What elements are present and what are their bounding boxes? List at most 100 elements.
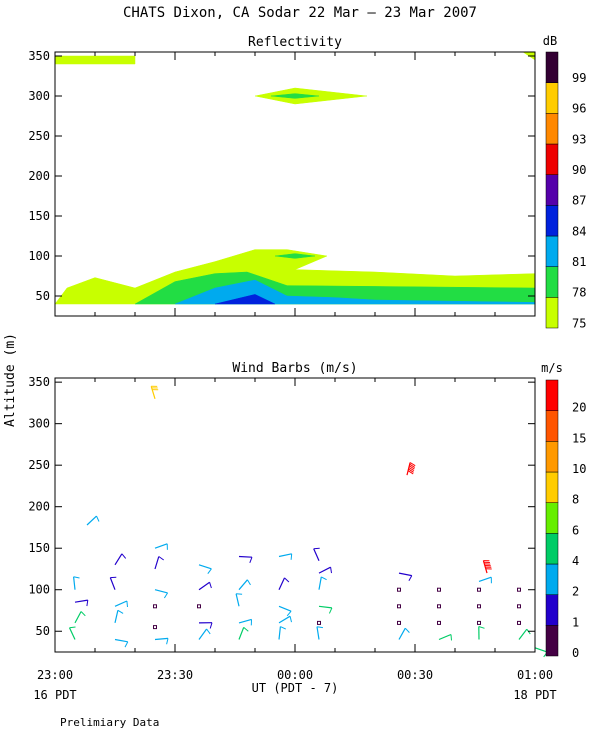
colorbar-tick-label: 4 [572, 554, 579, 568]
wind-barb [238, 627, 249, 640]
wind-barb [398, 572, 413, 582]
colorbar-swatch [545, 563, 559, 595]
wind-barb [198, 628, 211, 640]
calm-marker [437, 604, 441, 609]
reflectivity-axes: 50 100 150 200 250 300 350 [28, 49, 536, 316]
wind-barb [238, 579, 251, 591]
calm-marker [437, 620, 441, 625]
wind-barb [406, 462, 416, 476]
wind-barb [238, 618, 252, 626]
y-tick-label: 300 [28, 89, 50, 103]
y-tick-label: 150 [28, 209, 50, 223]
calm-marker [153, 625, 157, 630]
colorbar-swatch [545, 82, 559, 114]
y-tick-label: 200 [28, 169, 50, 183]
reflectivity-contour-region [270, 93, 320, 99]
wind-barbs-axes: 50 100 150 200 250 300 350 23:00 23:30 00:00 00:30… [28, 375, 553, 682]
y-tick-label: 50 [36, 289, 50, 303]
colorbar-tick-label: 10 [572, 462, 586, 476]
reflectivity-contours [54, 51, 536, 305]
y-tick-label: 100 [28, 583, 50, 597]
colorbar-swatch [545, 625, 559, 657]
colorbar-tick-label: 78 [572, 286, 586, 300]
wind-barbs-panel: Wind Barbs (m/s) 5010015020025030035023:… [28, 361, 586, 682]
wind-barb [278, 615, 292, 624]
reflectivity-title: Reflectivity [248, 35, 342, 50]
wind-barb [278, 626, 287, 640]
y-tick-label: 150 [28, 541, 50, 555]
x-tick-label: 01:00 [517, 668, 553, 682]
colorbar-tick-label: 15 [572, 431, 586, 445]
reflectivity-contour-region [214, 294, 276, 305]
calm-marker [317, 620, 321, 625]
calm-marker [153, 604, 157, 609]
wind-barb [238, 555, 253, 563]
wind-barb [278, 605, 292, 617]
wind-barb [154, 556, 164, 570]
colorbar-swatch [545, 205, 559, 237]
wind-barb [114, 553, 127, 566]
colorbar-tick-label: 99 [572, 71, 586, 85]
calm-marker [477, 620, 481, 625]
colorbar-tick-label: 0 [572, 646, 579, 660]
wind-barb [318, 605, 333, 614]
footer-note: Prelimiary Data [60, 716, 159, 729]
colorbar-swatch [545, 471, 559, 503]
wind-barb [74, 611, 86, 624]
wind-barb [74, 599, 89, 607]
wind-barb [478, 626, 485, 640]
y-tick-label: 350 [28, 375, 50, 389]
calm-marker [197, 604, 201, 609]
wind-barb [198, 564, 212, 574]
colorbar-swatch [545, 502, 559, 534]
x-tick-label: 00:30 [397, 668, 433, 682]
reflectivity-panel: Reflectivity 50 100 150 200 250 300 350 dB 75 7… [28, 34, 586, 330]
colorbar-tick-label: 96 [572, 102, 586, 116]
wind-barb [68, 626, 76, 640]
wind-barb [313, 547, 320, 561]
y-tick-label: 250 [28, 129, 50, 143]
wind-barb [198, 581, 212, 591]
wind-colorbar-label: m/s [541, 361, 563, 375]
wind-barbs-frame [54, 377, 536, 653]
date-left: 16 PDT [33, 688, 76, 702]
colorbar-swatch [545, 235, 559, 267]
colorbar-tick-label: 81 [572, 255, 586, 269]
x-tick-label: 23:30 [157, 668, 193, 682]
wind-barb [198, 622, 213, 629]
colorbar-swatch [545, 174, 559, 206]
y-tick-label: 100 [28, 249, 50, 263]
wind-barb [534, 647, 548, 658]
wind-barb [482, 560, 492, 574]
y-tick-label: 50 [36, 624, 50, 638]
wind-barb [278, 553, 293, 560]
wind-barb [114, 638, 129, 648]
x-tick-label: 23:00 [37, 668, 73, 682]
wind-barb [316, 626, 323, 640]
colorbar-tick-label: 87 [572, 194, 586, 208]
colorbar-tick-label: 6 [572, 523, 579, 537]
calm-marker [397, 587, 401, 592]
y-axis-label: Altitude (m) [3, 333, 18, 427]
colorbar-swatch [545, 410, 559, 442]
calm-marker [477, 587, 481, 592]
reflectivity-colorbar-label: dB [543, 34, 557, 48]
y-tick-label: 350 [28, 49, 50, 63]
colorbar-swatch [545, 379, 559, 411]
wind-barb [398, 627, 410, 640]
colorbar-swatch [545, 113, 559, 145]
wind-barb [318, 576, 327, 590]
calm-marker [517, 620, 521, 625]
wind-barb [150, 385, 159, 399]
x-axis-label: UT (PDT - 7) [252, 681, 339, 695]
colorbar-tick-label: 93 [572, 132, 586, 146]
x-tick-label: 00:00 [277, 668, 313, 682]
wind-barb [114, 609, 124, 624]
reflectivity-contour-region [274, 253, 316, 259]
calm-marker [477, 604, 481, 609]
colorbar-tick-label: 20 [572, 401, 586, 415]
colorbar-tick-label: 84 [572, 224, 586, 238]
colorbar-swatch [545, 51, 559, 83]
colorbar-tick-label: 75 [572, 316, 586, 330]
